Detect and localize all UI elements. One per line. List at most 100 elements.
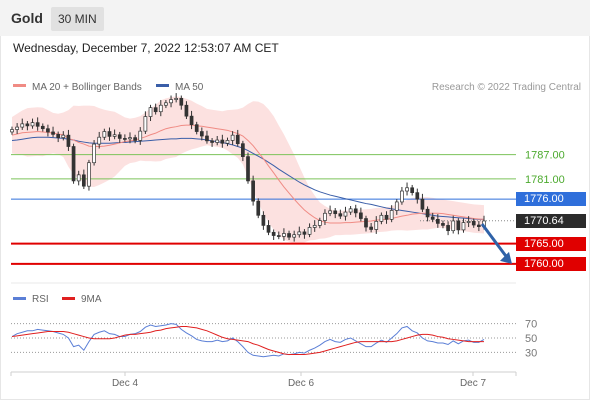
candle-body [184, 104, 189, 117]
candle-body [51, 131, 55, 135]
price-tag-1765-00: 1765.00 [516, 236, 586, 251]
candle-body [76, 174, 81, 182]
candle-body [374, 221, 379, 230]
candle-body [266, 225, 271, 233]
main-legend: MA 20 + Bollinger Bands MA 50 Research ©… [13, 82, 581, 93]
candle-body [40, 125, 45, 130]
candle-body [348, 208, 353, 213]
candle-body [235, 134, 240, 145]
rsi-path [11, 323, 485, 358]
candle-body [446, 225, 450, 232]
candle-body [87, 162, 91, 187]
price-tag-1770-64: 1770.64 [516, 213, 586, 228]
ma50-legend-label: MA 50 [175, 82, 204, 93]
candle-body [215, 139, 220, 143]
candle-body [174, 98, 179, 100]
candle-body [241, 143, 245, 157]
forecast-arrow-shaft [480, 223, 510, 260]
candle-body [35, 122, 40, 127]
candle-body [302, 231, 307, 235]
price-tag-1776-00: 1776.00 [516, 192, 586, 207]
candle-body [148, 107, 153, 117]
candle-body [71, 146, 76, 182]
candle-body [46, 128, 50, 133]
candle-body [230, 134, 235, 141]
candle-body [199, 131, 204, 137]
x-tick-label: Dec 4 [112, 378, 139, 389]
candle-body [133, 137, 137, 141]
candle-body [128, 137, 132, 140]
candle-body [246, 156, 250, 182]
x-tick-label: Dec 7 [460, 378, 487, 389]
candle-body [225, 140, 230, 144]
candle-body [158, 104, 163, 113]
candle-body [153, 107, 158, 113]
candle-body [189, 115, 194, 126]
rsi-legend: RSI 9MA [13, 294, 102, 305]
candle-body [251, 180, 255, 202]
ma9-path [11, 325, 484, 356]
candle-body [477, 224, 481, 227]
timeframe-button[interactable]: 30 MIN [51, 7, 104, 31]
candle-body [15, 126, 19, 130]
candle-body [328, 210, 332, 214]
candlesticks [10, 93, 486, 242]
candle-body [420, 198, 425, 210]
ma20-legend-label: MA 20 + Bollinger Bands [32, 82, 142, 93]
candle-body [466, 221, 471, 223]
candle-body [276, 235, 281, 237]
candle-body [338, 213, 343, 217]
ma9-legend-swatch [62, 297, 75, 300]
candle-body [143, 116, 148, 132]
candle-body [10, 129, 14, 133]
chart-timestamp: Wednesday, December 7, 2022 12:53:07 AM … [13, 41, 279, 55]
rsi-legend-swatch [13, 297, 26, 300]
candle-body [333, 210, 338, 215]
candle-body [441, 223, 445, 226]
ma20-legend-swatch [13, 84, 26, 87]
candle-body [405, 187, 409, 192]
candle-body [312, 225, 317, 228]
candle-body [471, 221, 476, 226]
rsi-level-label-70: 70 [525, 319, 537, 331]
rsi-levels: 70 50 30 [11, 319, 537, 359]
candle-body [123, 138, 127, 140]
ma50-line [11, 136, 484, 220]
candle-body [297, 231, 302, 236]
forecast-arrow [480, 223, 512, 264]
candle-body [400, 190, 404, 203]
candle-body [425, 208, 430, 218]
copyright-text: Research © 2022 Trading Central [432, 82, 581, 93]
candle-body [415, 192, 420, 200]
ma20-path [11, 124, 485, 224]
candle-body [179, 98, 184, 106]
candle-body [205, 135, 209, 142]
candle-body [138, 130, 143, 141]
candle-body [323, 212, 327, 221]
candle-body [97, 136, 102, 145]
candle-body [256, 200, 261, 216]
rsi-level-label-50: 50 [525, 333, 537, 345]
candle-body [317, 220, 322, 226]
ma50-path [11, 136, 484, 220]
candle-body [194, 124, 199, 132]
candle-body [389, 210, 394, 220]
candle-body [20, 123, 25, 128]
candle-body [353, 208, 358, 214]
candle-body [282, 233, 286, 237]
candle-body [343, 211, 348, 217]
candle-body [456, 220, 461, 231]
x-tick-label: Dec 6 [288, 378, 315, 389]
candle-body [307, 227, 312, 235]
candle-body [451, 220, 456, 232]
candle-body [410, 187, 415, 193]
instrument-name: Gold [11, 10, 43, 26]
level-label-1781-00: 1781.00 [525, 174, 565, 186]
rsi-lines [11, 323, 485, 358]
candle-body [56, 134, 61, 138]
candle-body [430, 216, 435, 220]
candle-body [107, 131, 112, 137]
top-bar: Gold 30 MIN [0, 0, 590, 36]
candle-body [210, 140, 214, 143]
